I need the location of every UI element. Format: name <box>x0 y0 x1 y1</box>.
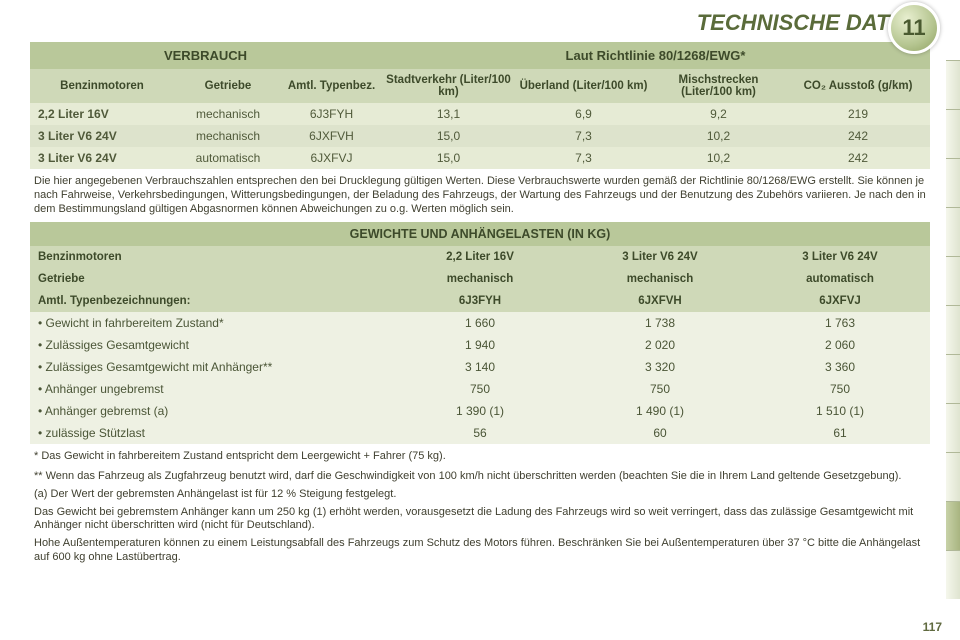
page-content: 11 TECHNISCHE DATEN VERBRAUCH Laut Richt… <box>30 0 930 565</box>
page-title: TECHNISCHE DATEN <box>30 10 930 36</box>
chapter-number-badge: 11 <box>888 2 940 54</box>
consumption-table: VERBRAUCH Laut Richtlinie 80/1268/EWG* B… <box>30 42 930 169</box>
table-row: • zulässige Stützlast566061 <box>30 422 930 444</box>
table-row: • Anhänger ungebremst750750750 <box>30 378 930 400</box>
chapter-number: 11 <box>902 15 925 41</box>
footnote: Das Gewicht bei gebremstem Anhänger kann… <box>34 506 926 534</box>
footnote: (a) Der Wert der gebremsten Anhängelast … <box>34 488 926 502</box>
page-number: 117 <box>923 620 942 634</box>
table-row: 2,2 Liter 16Vmechanisch6J3FYH13,16,99,22… <box>30 103 930 125</box>
footnote: Hohe Außentemperaturen können zu einem L… <box>34 537 926 565</box>
table-row: 3 Liter V6 24Vmechanisch6JXFVH15,07,310,… <box>30 125 930 147</box>
side-tabs <box>946 60 960 599</box>
table-row: • Anhänger gebremst (a)1 390 (1)1 490 (1… <box>30 400 930 422</box>
table-row: Getriebemechanischmechanischautomatisch <box>30 268 930 290</box>
table-row: Amtl. Typenbezeichnungen:6J3FYH6JXFVH6JX… <box>30 290 930 312</box>
note-text: Die hier angegebenen Verbrauchszahlen en… <box>34 175 926 216</box>
t1-title-right: Laut Richtlinie 80/1268/EWG* <box>381 42 930 69</box>
t1-header-row: Benzinmotoren Getriebe Amtl. Typenbez. S… <box>30 69 930 103</box>
footnote: ** Wenn das Fahrzeug als Zugfahrzeug ben… <box>34 470 926 484</box>
table-row: • Gewicht in fahrbereitem Zustand*1 6601… <box>30 312 930 334</box>
table-row: Benzinmotoren 2,2 Liter 16V 3 Liter V6 2… <box>30 246 930 268</box>
t1-title-left: VERBRAUCH <box>30 42 381 69</box>
t2-title: GEWICHTE UND ANHÄNGELASTEN (IN KG) <box>30 222 930 246</box>
weights-table: GEWICHTE UND ANHÄNGELASTEN (IN KG) Benzi… <box>30 222 930 444</box>
table-row: • Zulässiges Gesamtgewicht1 9402 0202 06… <box>30 334 930 356</box>
table-row: • Zulässiges Gesamtgewicht mit Anhänger*… <box>30 356 930 378</box>
table-row: 3 Liter V6 24Vautomatisch6JXFVJ15,07,310… <box>30 147 930 169</box>
footnote: * Das Gewicht in fahrbereitem Zustand en… <box>34 450 926 464</box>
